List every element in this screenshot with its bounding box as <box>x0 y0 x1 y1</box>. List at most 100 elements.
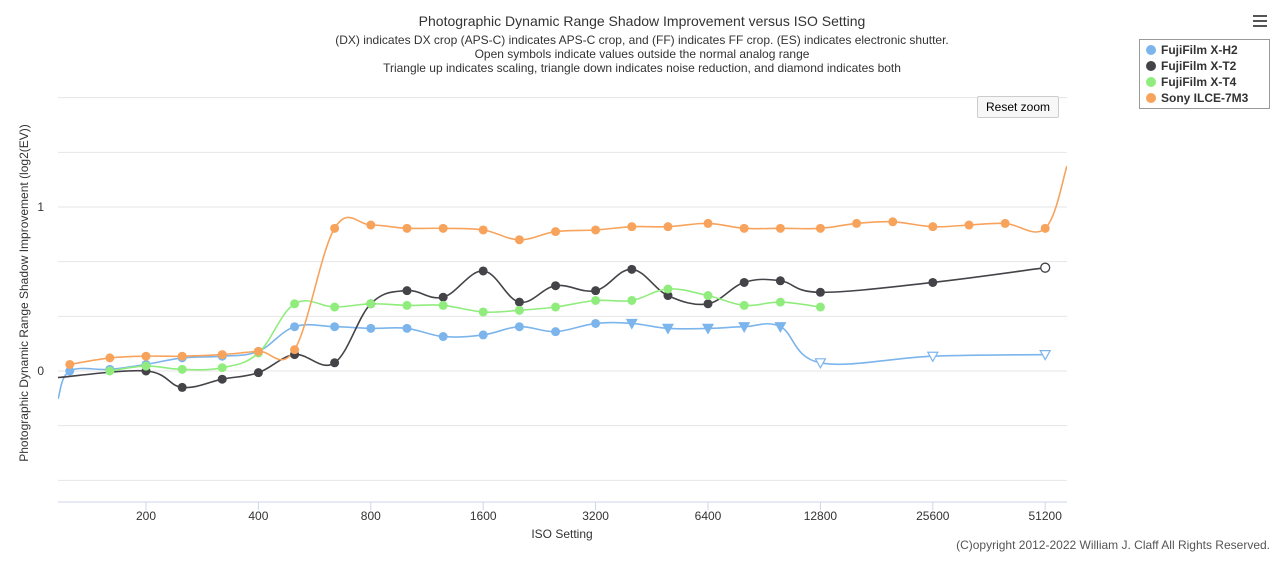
data-point-sony-ilce-7m3[interactable] <box>815 223 825 233</box>
chart-subtitle-line-1: (DX) indicates DX crop (APS-C) indicates… <box>335 33 949 47</box>
data-point-sony-ilce-7m3[interactable] <box>366 220 376 230</box>
data-point-fujifilm-x-h2[interactable] <box>330 322 340 332</box>
data-point-sony-ilce-7m3[interactable] <box>478 225 488 235</box>
x-tick-label: 6400 <box>695 509 722 523</box>
data-point-fujifilm-x-t4[interactable] <box>551 302 561 312</box>
legend-label: FujiFilm X-H2 <box>1161 43 1238 57</box>
data-point-fujifilm-x-t2[interactable] <box>815 287 825 297</box>
data-point-fujifilm-x-t4[interactable] <box>290 299 300 309</box>
data-point-fujifilm-x-h2[interactable] <box>1039 350 1052 361</box>
data-point-fujifilm-x-t2[interactable] <box>739 277 749 287</box>
reset-zoom-button[interactable]: Reset zoom <box>977 96 1059 118</box>
data-point-sony-ilce-7m3[interactable] <box>964 220 974 230</box>
data-point-fujifilm-x-t4[interactable] <box>330 302 340 312</box>
data-point-sony-ilce-7m3[interactable] <box>438 223 448 233</box>
data-point-fujifilm-x-t4[interactable] <box>739 300 749 310</box>
data-point-sony-ilce-7m3[interactable] <box>663 222 673 232</box>
data-point-fujifilm-x-h2[interactable] <box>926 351 939 363</box>
data-point-fujifilm-x-t4[interactable] <box>217 363 227 373</box>
data-point-fujifilm-x-h2[interactable] <box>774 322 787 333</box>
data-point-sony-ilce-7m3[interactable] <box>402 223 412 233</box>
data-point-fujifilm-x-t4[interactable] <box>703 291 713 301</box>
data-point-fujifilm-x-t2[interactable] <box>478 266 488 276</box>
legend-item-fujifilm-x-h2[interactable]: FujiFilm X-H2 <box>1146 42 1269 58</box>
data-point-fujifilm-x-t4[interactable] <box>478 307 488 317</box>
data-point-sony-ilce-7m3[interactable] <box>928 222 938 232</box>
hamburger-menu-icon[interactable] <box>1253 15 1267 29</box>
data-point-sony-ilce-7m3[interactable] <box>627 222 637 232</box>
data-point-sony-ilce-7m3[interactable] <box>65 359 75 369</box>
data-point-fujifilm-x-t2[interactable] <box>591 286 601 296</box>
data-point-fujifilm-x-h2[interactable] <box>591 318 601 328</box>
legend-item-fujifilm-x-t2[interactable]: FujiFilm X-T2 <box>1146 58 1269 74</box>
data-point-fujifilm-x-h2[interactable] <box>366 323 376 333</box>
data-point-fujifilm-x-t4[interactable] <box>105 366 115 376</box>
series-markers <box>65 217 1052 392</box>
data-point-fujifilm-x-h2[interactable] <box>701 323 715 335</box>
data-point-fujifilm-x-t2[interactable] <box>217 374 227 384</box>
data-point-sony-ilce-7m3[interactable] <box>551 227 561 237</box>
legend-marker-icon <box>1146 77 1156 87</box>
data-point-fujifilm-x-h2[interactable] <box>290 322 300 332</box>
data-point-fujifilm-x-h2[interactable] <box>738 322 751 333</box>
data-point-fujifilm-x-t2[interactable] <box>253 368 263 378</box>
data-point-fujifilm-x-t2[interactable] <box>402 286 412 296</box>
data-point-fujifilm-x-t4[interactable] <box>514 305 524 315</box>
data-point-fujifilm-x-t2[interactable] <box>551 281 561 291</box>
data-point-sony-ilce-7m3[interactable] <box>591 225 601 235</box>
data-point-fujifilm-x-h2[interactable] <box>661 323 674 335</box>
data-point-sony-ilce-7m3[interactable] <box>105 353 115 363</box>
data-point-fujifilm-x-h2[interactable] <box>65 366 75 376</box>
data-point-sony-ilce-7m3[interactable] <box>514 235 524 245</box>
data-point-sony-ilce-7m3[interactable] <box>290 345 300 355</box>
data-point-sony-ilce-7m3[interactable] <box>1040 223 1050 233</box>
data-point-fujifilm-x-t4[interactable] <box>627 295 637 305</box>
data-point-fujifilm-x-h2[interactable] <box>551 327 561 337</box>
data-point-sony-ilce-7m3[interactable] <box>217 350 227 360</box>
data-point-fujifilm-x-t2[interactable] <box>703 299 713 309</box>
data-point-fujifilm-x-h2[interactable] <box>514 322 524 332</box>
data-point-fujifilm-x-t4[interactable] <box>775 297 785 307</box>
data-point-fujifilm-x-t2[interactable] <box>663 291 673 301</box>
data-point-fujifilm-x-t4[interactable] <box>366 299 376 309</box>
data-point-fujifilm-x-t4[interactable] <box>402 300 412 310</box>
legend-item-fujifilm-x-t4[interactable]: FujiFilm X-T4 <box>1146 74 1269 90</box>
legend-item-sony-ilce-7m3[interactable]: Sony ILCE-7M3 <box>1146 90 1269 106</box>
data-point-sony-ilce-7m3[interactable] <box>330 223 340 233</box>
data-point-fujifilm-x-t2[interactable] <box>438 292 448 302</box>
data-point-sony-ilce-7m3[interactable] <box>703 218 713 228</box>
data-point-fujifilm-x-t2[interactable] <box>928 277 938 287</box>
data-point-fujifilm-x-h2[interactable] <box>438 332 448 342</box>
x-tick-label: 3200 <box>582 509 609 523</box>
y-axis-label: Photographic Dynamic Range Shadow Improv… <box>17 124 31 462</box>
data-point-fujifilm-x-t4[interactable] <box>438 300 448 310</box>
axes: 200 400 800 1600 3200 6400 12800 25600 51200 0 1 <box>37 200 1067 523</box>
data-point-sony-ilce-7m3[interactable] <box>775 223 785 233</box>
data-point-fujifilm-x-t4[interactable] <box>815 302 825 312</box>
data-point-fujifilm-x-t4[interactable] <box>141 361 151 371</box>
chart-title: Photographic Dynamic Range Shadow Improv… <box>419 13 866 29</box>
data-point-fujifilm-x-t4[interactable] <box>591 295 601 305</box>
data-point-sony-ilce-7m3[interactable] <box>253 346 263 356</box>
data-point-fujifilm-x-t4[interactable] <box>177 364 187 374</box>
grid-lines <box>58 97 1067 481</box>
data-point-fujifilm-x-t2[interactable] <box>627 264 637 274</box>
data-point-fujifilm-x-t4[interactable] <box>663 284 673 294</box>
data-point-sony-ilce-7m3[interactable] <box>141 351 151 361</box>
data-point-fujifilm-x-t2[interactable] <box>330 358 340 368</box>
data-point-sony-ilce-7m3[interactable] <box>177 351 187 361</box>
data-point-sony-ilce-7m3[interactable] <box>739 223 749 233</box>
data-point-fujifilm-x-h2[interactable] <box>402 323 412 333</box>
data-point-fujifilm-x-h2[interactable] <box>478 330 488 340</box>
data-point-fujifilm-x-t2[interactable] <box>177 382 187 392</box>
data-point-sony-ilce-7m3[interactable] <box>1000 218 1010 228</box>
data-point-fujifilm-x-t2[interactable] <box>775 276 785 286</box>
x-tick-label: 800 <box>361 509 381 523</box>
data-point-fujifilm-x-h2[interactable] <box>814 358 827 370</box>
data-point-fujifilm-x-h2[interactable] <box>625 318 638 330</box>
chart-subtitle-line-2: Open symbols indicate values outside the… <box>475 47 810 61</box>
data-point-sony-ilce-7m3[interactable] <box>888 217 898 227</box>
data-point-fujifilm-x-t2[interactable] <box>514 297 524 307</box>
data-point-fujifilm-x-t2[interactable] <box>1040 262 1051 273</box>
data-point-sony-ilce-7m3[interactable] <box>852 218 862 228</box>
